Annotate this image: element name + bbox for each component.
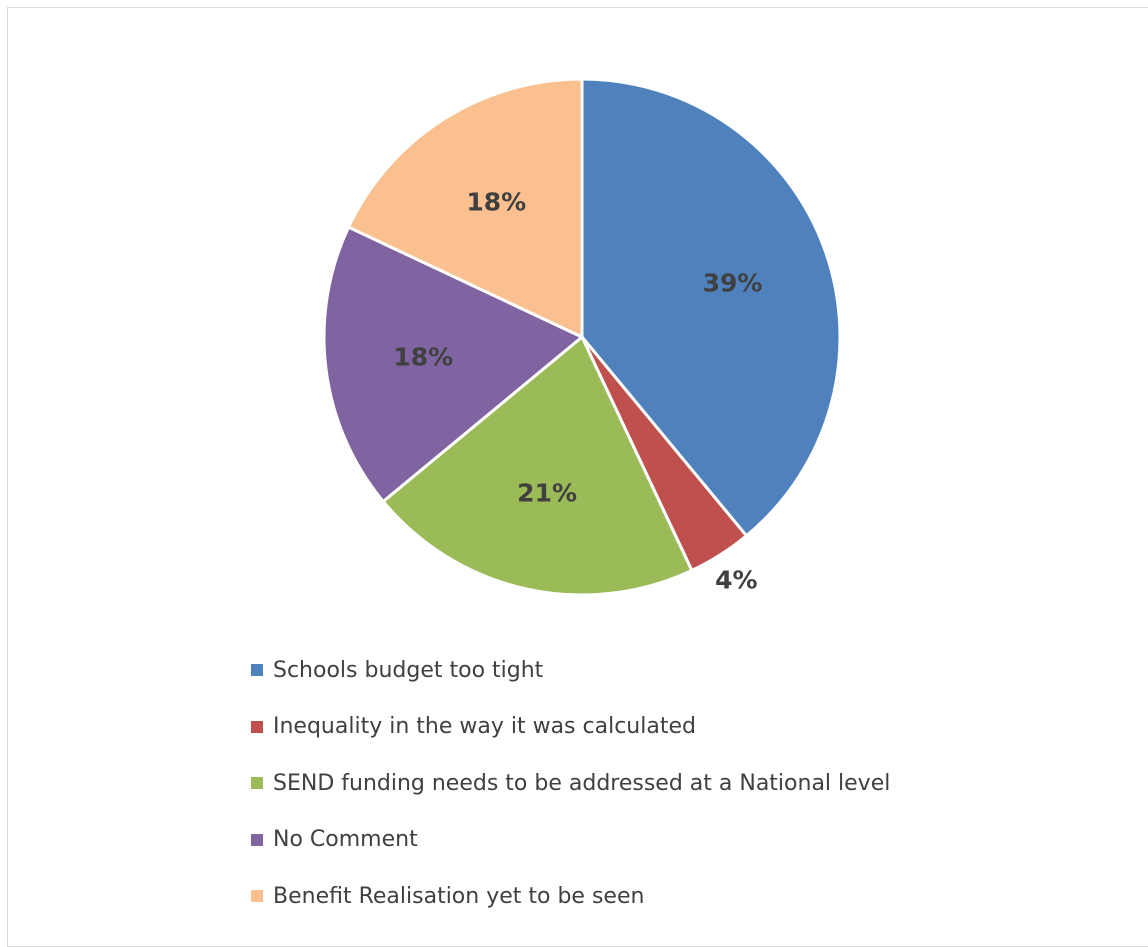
data-label-benefit-realisation: 18% [466, 187, 526, 216]
pie-slice-benefit-realisation [347, 77, 584, 339]
legend-label: Inequality in the way it was calculated [273, 714, 696, 740]
pie-data-labels: 39% 4% 21% 18% 18% [393, 187, 762, 594]
legend-swatch [251, 720, 263, 733]
pie-slice-send-funding [381, 335, 694, 597]
legend-item-no-comment: No Comment [251, 812, 890, 869]
legend-item-inequality: Inequality in the way it was calculated [251, 699, 890, 756]
pie-slices [322, 77, 842, 597]
legend-label: Benefit Realisation yet to be seen [273, 883, 645, 909]
pie-slice-schools-budget [580, 77, 842, 538]
legend-label: No Comment [273, 827, 418, 853]
pie-slice-no-comment [322, 225, 584, 503]
legend-swatch [251, 777, 263, 790]
legend-label: Schools budget too tight [273, 657, 544, 683]
data-label-no-comment: 18% [393, 343, 453, 372]
data-label-send-funding: 21% [517, 479, 577, 508]
legend-item-benefit-realisation: Benefit Realisation yet to be seen [251, 868, 890, 925]
data-label-inequality: 4% [715, 566, 757, 595]
legend-swatch [251, 664, 263, 677]
legend: Schools budget too tight Inequality in t… [251, 642, 890, 925]
data-label-schools-budget: 39% [703, 268, 763, 297]
legend-swatch [251, 833, 263, 846]
legend-label: SEND funding needs to be addressed at a … [273, 770, 891, 796]
legend-swatch [251, 890, 263, 903]
legend-item-schools-budget: Schools budget too tight [251, 642, 890, 699]
legend-item-send-funding: SEND funding needs to be addressed at a … [251, 755, 890, 812]
